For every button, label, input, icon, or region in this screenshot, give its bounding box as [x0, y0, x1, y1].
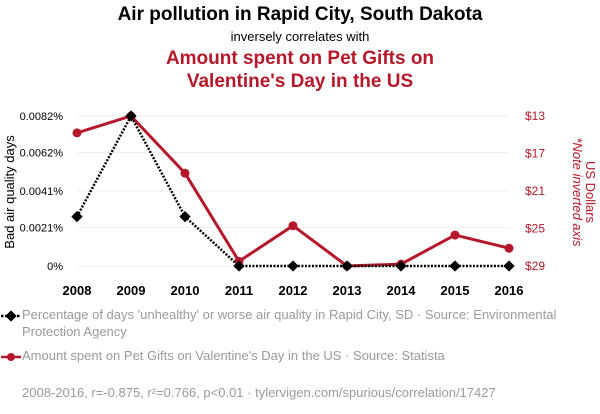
legend-text-air-pollution: Percentage of days 'unhealthy' or worse … [22, 307, 557, 339]
point-air-pollution [233, 260, 245, 272]
grid [77, 115, 509, 267]
point-air-pollution [179, 210, 191, 223]
right-axis-label: US Dollars [583, 161, 598, 224]
x-tick-label: 2012 [279, 283, 308, 298]
right-axis-note: *Note inverted axis [570, 137, 585, 247]
right-tick-label: $29 [525, 259, 545, 273]
left-tick-label: 0.0041% [20, 186, 64, 198]
chart-title: Air pollution in Rapid City, South Dakot… [117, 4, 483, 25]
series-line-air-pollution [75, 113, 509, 268]
point-air-pollution [449, 260, 461, 272]
legend-marker-pet-gifts [1, 353, 21, 361]
point-pet-gifts [450, 230, 460, 240]
right-tick-label: $21 [525, 184, 545, 198]
point-pet-gifts [72, 128, 82, 138]
point-air-pollution [287, 260, 299, 272]
point-air-pollution [395, 260, 407, 272]
x-tick-label: 2008 [63, 283, 92, 298]
legend-text-pet-gifts: Amount spent on Pet Gifts on Valentine's… [22, 348, 445, 363]
x-tick-label: 2016 [495, 283, 524, 298]
x-tick-label: 2011 [225, 283, 253, 298]
right-axis-ticks: $13 $17 $21 $25 $29 [525, 109, 545, 273]
chart-subtitle: inversely correlates with [230, 29, 370, 44]
left-tick-label: 0.0082% [20, 111, 64, 123]
x-tick-label: 2009 [117, 283, 146, 298]
x-axis-ticks: 2008 2009 2010 2011 2012 2013 2014 2015 2016 [63, 283, 524, 298]
left-tick-label: 0.0062% [20, 148, 64, 160]
series [71, 110, 515, 272]
point-air-pollution [341, 260, 353, 272]
x-tick-label: 2014 [387, 283, 417, 298]
right-tick-label: $13 [525, 109, 545, 123]
x-tick-label: 2015 [441, 283, 470, 298]
legend-marker-air-pollution [1, 310, 21, 322]
left-axis-label: Bad air quality days [2, 135, 17, 249]
right-tick-label: $25 [525, 222, 545, 236]
left-axis-ticks: 0% 0.0021% 0.0041% 0.0062% 0.0082% [20, 111, 64, 273]
point-pet-gifts [180, 168, 190, 178]
left-tick-label: 0% [47, 261, 63, 273]
x-tick-label: 2010 [171, 283, 200, 298]
point-air-pollution [503, 260, 515, 272]
point-pet-gifts [288, 221, 298, 231]
point-pet-gifts [504, 243, 514, 253]
legend-item-pet-gifts: Amount spent on Pet Gifts on Valentine's… [1, 347, 582, 364]
right-tick-label: $17 [525, 147, 545, 161]
chart: 0% 0.0021% 0.0041% 0.0062% 0.0082% $13 $17 $21… [2, 109, 598, 298]
chart-title-secondary: Amount spent on Pet Gifts on Valentine's… [165, 48, 435, 92]
left-tick-label: 0.0021% [20, 223, 64, 235]
point-air-pollution [71, 210, 83, 223]
x-tick-label: 2013 [333, 283, 362, 298]
legend-item-air-pollution: Percentage of days 'unhealthy' or worse … [1, 306, 582, 340]
footer-stats: 2008-2016, r=-0.875, r²=0.766, p<0.01 · … [22, 385, 496, 400]
